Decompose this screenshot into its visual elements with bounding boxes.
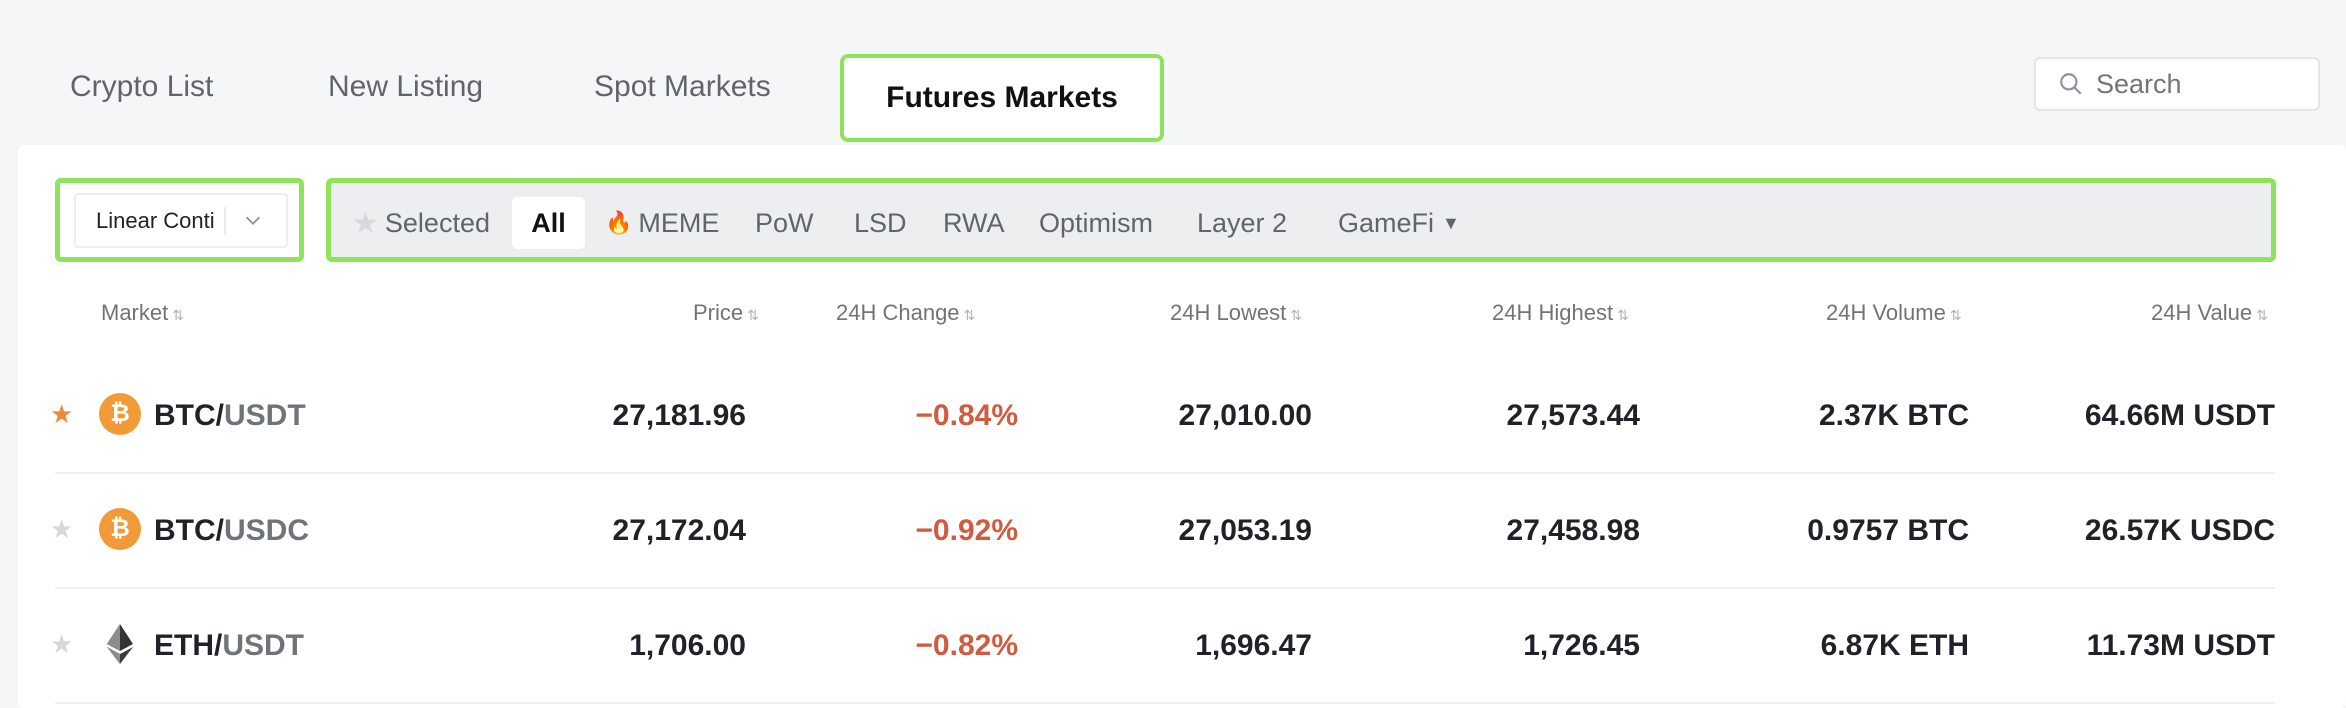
favorite-star-icon[interactable]: ★ [50, 629, 74, 659]
sort-icon: ⇅ [172, 307, 184, 323]
sort-icon: ⇅ [1617, 307, 1629, 323]
price-value: 27,172.04 [612, 514, 746, 547]
search-box[interactable] [2034, 57, 2320, 111]
sort-icon: ⇅ [963, 307, 976, 323]
filter-rwa[interactable]: RWA [943, 207, 1005, 238]
category-filter-bar: ★ Selected All 🔥 MEME PoW LSD RWA Optimi… [326, 178, 2276, 262]
filter-gamefi-label: GameFi [1338, 207, 1435, 238]
star-icon: ★ [352, 206, 379, 240]
header-market[interactable]: Market ⇅ [101, 300, 184, 325]
caret-down-icon: ▼ [1442, 212, 1460, 233]
table-row[interactable]: ★ ₿ BTC/USDC 27,172.04 −0.92% 27,053.19 … [50, 474, 2275, 589]
filter-meme[interactable]: 🔥 MEME [605, 197, 719, 249]
search-icon [2060, 73, 2082, 95]
header-price[interactable]: Price ⇅ [693, 300, 759, 325]
chevron-down-icon [242, 209, 264, 237]
favorite-star-icon[interactable]: ★ [50, 514, 74, 544]
sort-icon: ⇅ [2256, 307, 2268, 323]
tab-new-listing[interactable]: New Listing [328, 70, 484, 103]
search-input[interactable] [2096, 68, 2296, 100]
lowest-value: 27,010.00 [1178, 399, 1312, 432]
market-pair: BTC/USDC [154, 514, 310, 547]
tab-crypto-list[interactable]: Crypto List [70, 70, 214, 103]
row-divider [55, 702, 2275, 704]
market-tab-bar: Crypto List New Listing Spot Markets Fut… [0, 0, 2346, 145]
value-value: 11.73M USDT [2086, 629, 2275, 662]
filter-gamefi[interactable]: GameFi ▼ [1338, 197, 1460, 249]
table-row[interactable]: ★ ₿ BTC/USDT 27,181.96 −0.84% 27,010.00 … [50, 358, 2275, 473]
highest-value: 1,726.45 [1523, 629, 1640, 662]
header-24h-lowest[interactable]: 24H Lowest ⇅ [1170, 300, 1302, 325]
price-value: 27,181.96 [612, 399, 746, 432]
row-divider [55, 587, 2275, 589]
highest-value: 27,573.44 [1506, 399, 1640, 432]
tab-futures-markets[interactable]: Futures Markets [840, 54, 1164, 142]
tab-futures-markets-label: Futures Markets [886, 81, 1118, 114]
sort-icon: ⇅ [1290, 307, 1302, 323]
header-24h-volume[interactable]: 24H Volume ⇅ [1826, 300, 1962, 325]
select-divider [224, 207, 226, 235]
header-24h-highest[interactable]: 24H Highest ⇅ [1492, 300, 1629, 325]
sort-icon: ⇅ [747, 307, 759, 323]
filter-lsd[interactable]: LSD [854, 207, 907, 238]
filter-all[interactable]: All [512, 197, 585, 249]
market-pair: BTC/USDT [154, 399, 306, 432]
fire-icon: 🔥 [605, 210, 633, 235]
volume-value: 6.87K ETH [1820, 629, 1969, 662]
filter-selected[interactable]: ★ Selected [352, 197, 490, 249]
table-row[interactable]: ★ ETH/USDT 1,706.00 −0.82% 1,696.47 1,72… [50, 589, 2275, 704]
header-24h-value[interactable]: 24H Value ⇅ [2151, 300, 2268, 325]
filter-pow[interactable]: PoW [755, 207, 814, 238]
contract-type-select[interactable]: Linear Conti [74, 193, 288, 248]
lowest-value: 1,696.47 [1195, 629, 1312, 662]
btc-coin-icon: ₿ [99, 508, 141, 550]
btc-coin-icon: ₿ [99, 393, 141, 435]
lowest-value: 27,053.19 [1178, 514, 1312, 547]
eth-coin-icon [99, 623, 141, 665]
tab-spot-markets[interactable]: Spot Markets [594, 70, 771, 103]
filter-layer2[interactable]: Layer 2 [1197, 207, 1288, 238]
volume-value: 2.37K BTC [1818, 399, 1969, 432]
highest-value: 27,458.98 [1506, 514, 1640, 547]
value-value: 26.57K USDC [2084, 514, 2275, 547]
filter-selected-label: Selected [384, 207, 490, 238]
change-value: −0.92% [915, 514, 1018, 547]
row-divider [55, 472, 2275, 474]
filter-meme-label: MEME [638, 207, 720, 238]
market-pair: ETH/USDT [154, 629, 305, 662]
contract-type-select-wrapper: Linear Conti [55, 178, 304, 262]
contract-type-value: Linear Conti [96, 207, 215, 233]
volume-value: 0.9757 BTC [1807, 514, 1969, 547]
value-value: 64.66M USDT [2084, 399, 2275, 432]
header-24h-change[interactable]: 24H Change ⇅ [836, 300, 976, 325]
change-value: −0.84% [915, 399, 1018, 432]
filter-optimism[interactable]: Optimism [1039, 207, 1153, 238]
change-value: −0.82% [915, 629, 1018, 662]
sort-icon: ⇅ [1949, 307, 1962, 323]
price-value: 1,706.00 [629, 629, 746, 662]
favorite-star-icon[interactable]: ★ [50, 399, 74, 429]
